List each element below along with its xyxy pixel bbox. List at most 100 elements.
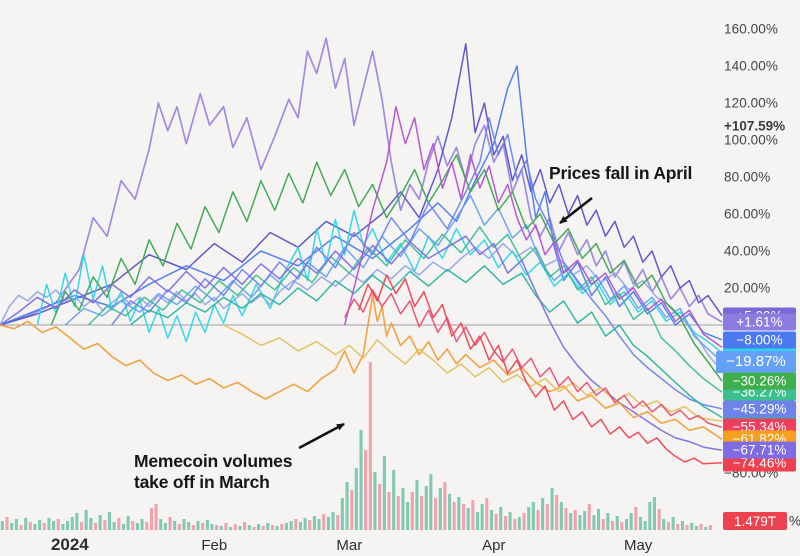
volume-bar [289,521,293,530]
volume-bar [508,512,512,530]
volume-bar [541,498,545,530]
volume-bar [420,496,424,530]
volume-bar [47,518,51,530]
volume-bar [261,526,265,530]
volume-bar [429,474,433,530]
volume-bar [639,517,643,530]
volume-bar [56,519,60,530]
volume-bar [191,525,195,530]
volume-bar [238,526,242,530]
volume-bar [466,508,470,530]
volume-bars [0,362,712,530]
volume-bar [182,519,186,530]
volume-bar [443,482,447,530]
volume-bar [415,480,419,530]
volume-bar [378,484,382,530]
volume-bar [19,525,23,530]
volume-bar [480,504,484,530]
volume-bar [163,523,167,530]
volume-bar [680,521,684,530]
volume-bar [42,523,46,530]
volume-bar [643,521,647,530]
volume-bar [0,521,4,530]
volume-bar [555,495,559,530]
volume-bar [606,513,610,530]
volume-bar [461,504,465,530]
volume-bar [690,523,694,530]
volume-bar [527,507,531,530]
volume-bar [5,517,9,530]
volume-bar [615,516,619,530]
price-line-s5 [36,209,723,354]
volume-bar [84,510,88,530]
volume-bar [312,516,316,530]
volume-bar [676,524,680,530]
volume-bar [205,520,209,530]
volume-bar [704,527,708,530]
volume-bar [322,514,326,530]
volume-bar [573,510,577,530]
volume-bar [569,513,573,530]
volume-bar [685,525,689,530]
volume-bar [597,509,601,530]
volume-bar [98,515,102,530]
volume-bar [434,498,438,530]
volume-bar [149,508,153,530]
price-line-s10 [129,265,723,419]
volume-bar [33,524,37,530]
volume-bar [611,521,615,530]
volume-bar [145,522,149,530]
volume-bar [424,486,428,530]
volume-bar [38,520,42,530]
volume-bar [499,507,503,530]
volume-bar [24,518,28,530]
volume-bar [406,502,410,530]
volume-bar [103,520,107,530]
volume-bar [489,510,493,530]
volume-bar [117,518,121,530]
volume-bar [135,523,139,530]
volume-bar [271,525,275,530]
price-line-s8 [87,226,723,393]
volume-bar [280,524,284,530]
volume-bar [317,519,321,530]
price-line-s7 [50,154,723,382]
volume-bar [340,498,344,530]
volume-bar [61,524,65,530]
volume-bar [210,524,214,530]
volume-bar [331,512,335,530]
volume-bar [275,526,279,530]
volume-bar [89,518,93,530]
volume-bar [392,470,396,530]
volume-bar [475,512,479,530]
volume-bar [121,524,125,530]
volume-bar [10,523,14,530]
volume-bar [247,525,251,530]
annotation-prices-fall-april: Prices fall in April [549,163,693,183]
volume-bar [257,524,261,530]
volume-bar [229,527,233,530]
x-axis-label-feb: Feb [201,537,228,554]
price-line-s16 [357,274,723,465]
volume-bar [350,490,354,530]
volume-bar [187,522,191,530]
volume-bar [545,504,549,530]
volume-bar [345,482,349,530]
volume-bar [177,524,181,530]
volume-bar [196,521,200,530]
annotation-arrow-april [559,196,593,225]
volume-bar [294,519,298,530]
volume-bar [578,515,582,530]
volume-bar [517,517,521,530]
price-line-s15 [344,289,723,429]
volume-bar [224,523,228,530]
volume-bar [308,520,312,530]
volume-bar [513,519,517,530]
volume-bar [457,497,461,530]
volume-bar [387,492,391,530]
volume-bar [587,504,591,530]
time-axis[interactable]: 2024 Feb Mar Apr May [0,534,800,556]
volume-bar [368,362,372,530]
volume-bar [154,504,158,530]
